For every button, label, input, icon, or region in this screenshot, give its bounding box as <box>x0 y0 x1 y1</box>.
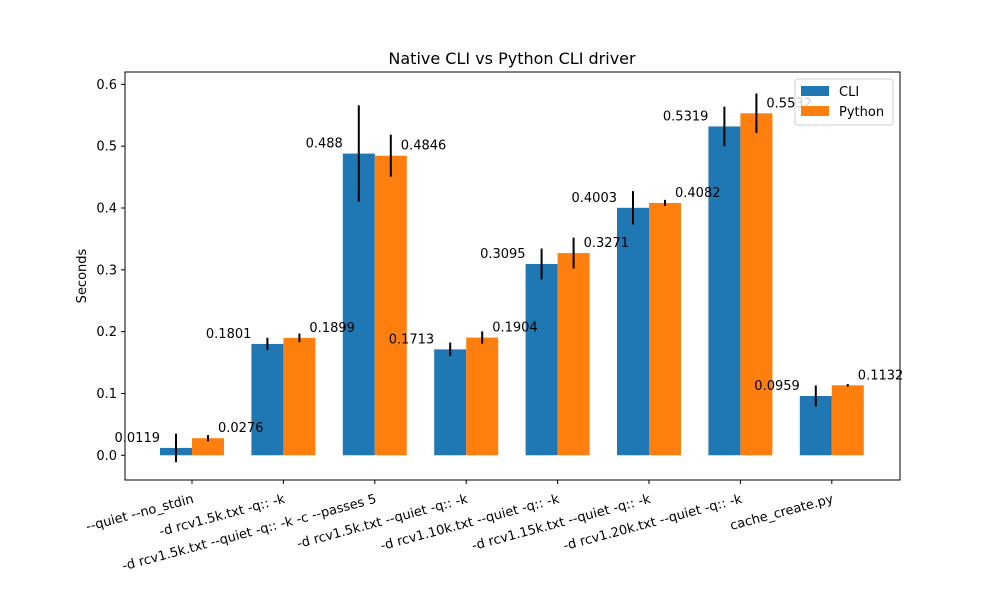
data-label-python-1: 0.1899 <box>309 321 355 336</box>
data-label-python-2: 0.4846 <box>401 139 447 154</box>
y-tick-label-0: 0.0 <box>96 449 117 464</box>
bar-cli-1 <box>251 343 284 456</box>
bar-python-3 <box>466 337 499 456</box>
data-label-cli-5: 0.4003 <box>572 191 618 206</box>
bar-cli-3 <box>434 349 467 456</box>
data-label-cli-0: 0.0119 <box>115 431 161 446</box>
bar-python-7 <box>831 385 864 456</box>
data-label-cli-4: 0.3095 <box>480 247 526 262</box>
bar-python-4 <box>557 253 590 456</box>
bar-cli-4 <box>525 263 558 456</box>
plot-frame <box>124 71 901 481</box>
data-label-cli-6: 0.5319 <box>663 109 709 124</box>
y-tick-label-2: 0.2 <box>96 325 117 340</box>
chart-title: Native CLI vs Python CLI driver <box>388 49 636 68</box>
bars-layer <box>160 113 864 456</box>
bar-cli-5 <box>617 207 649 456</box>
bar-cli-6 <box>708 126 741 456</box>
y-tick-label-6: 0.6 <box>96 78 117 93</box>
data-label-python-7: 0.1132 <box>858 368 904 383</box>
bar-python-6 <box>740 113 773 456</box>
data-label-python-4: 0.3271 <box>584 236 630 251</box>
y-tick-label-5: 0.5 <box>96 140 117 155</box>
data-label-cli-3: 0.1713 <box>389 332 435 347</box>
data-label-cli-1: 0.1801 <box>206 327 252 342</box>
bar-python-2 <box>374 155 407 456</box>
y-axis-label: Seconds <box>75 248 90 303</box>
data-label-python-0: 0.0276 <box>218 421 264 436</box>
legend-label-cli: CLI <box>839 85 859 100</box>
data-label-python-3: 0.1904 <box>492 321 538 336</box>
legend-swatch-cli <box>801 86 829 96</box>
bar-python-1 <box>283 337 316 456</box>
y-tick-label-3: 0.3 <box>96 263 117 278</box>
y-tick-label-1: 0.1 <box>96 387 117 402</box>
data-label-cli-7: 0.0959 <box>754 379 800 394</box>
legend: CLI Python <box>794 78 894 126</box>
legend-swatch-python <box>801 106 829 116</box>
y-tick-label-4: 0.4 <box>96 202 117 217</box>
legend-label-python: Python <box>839 105 884 120</box>
bar-python-5 <box>649 202 681 456</box>
bar-cli-2 <box>342 153 375 456</box>
data-labels-layer: 0.0119 0.1801 0.488 0.1713 0.3095 0.4003 0.531… <box>115 96 904 446</box>
bar-python-0 <box>192 438 224 456</box>
error-bars-layer <box>175 93 849 463</box>
data-label-python-5: 0.4082 <box>675 186 721 201</box>
data-label-cli-2: 0.488 <box>306 137 343 152</box>
